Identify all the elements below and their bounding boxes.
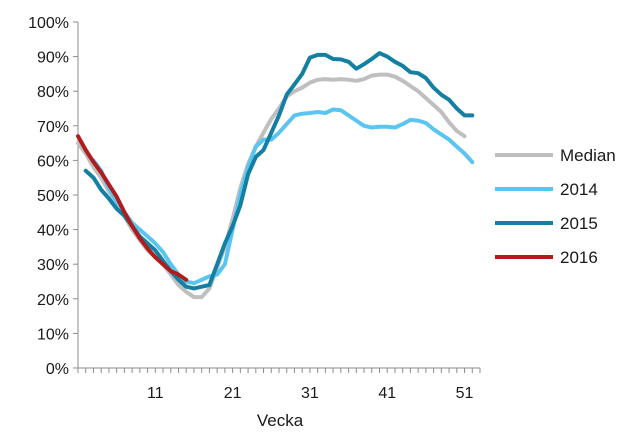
- y-tick-label: 50%: [37, 188, 69, 205]
- x-axis-label: Vecka: [257, 411, 304, 430]
- series-line-2016: [76, 134, 189, 282]
- y-tick-label: 90%: [37, 50, 69, 67]
- chart-legend: Median 2014 2015 2016: [495, 146, 616, 267]
- legend-label-2014: 2014: [560, 180, 598, 199]
- y-tick-label: 60%: [37, 153, 69, 170]
- y-tick-label: 30%: [37, 257, 69, 274]
- x-tick-label: 41: [378, 385, 396, 402]
- series-line-median: [76, 72, 467, 300]
- x-tick-label: 31: [301, 385, 319, 402]
- y-axis-ticks: 0% 10% 20% 30% 40% 50% 60% 70% 80% 90% 100%: [28, 15, 78, 378]
- chart-series-lines: [76, 51, 475, 300]
- legend-label-median: Median: [560, 146, 616, 165]
- y-tick-label: 20%: [37, 292, 69, 309]
- x-tick-label: 51: [456, 385, 474, 402]
- legend-label-2015: 2015: [560, 214, 598, 233]
- y-tick-label: 80%: [37, 84, 69, 101]
- legend-label-2016: 2016: [560, 248, 598, 267]
- y-tick-label: 0%: [46, 361, 69, 378]
- series-line-2015: [83, 51, 475, 291]
- x-tick-label: 21: [224, 385, 242, 402]
- series-line-2014: [91, 107, 475, 286]
- y-tick-label: 70%: [37, 119, 69, 136]
- y-tick-label: 10%: [37, 326, 69, 343]
- x-axis-ticks: 11 21 31 41 51: [77, 368, 481, 402]
- y-tick-label: 40%: [37, 223, 69, 240]
- x-tick-label: 11: [147, 385, 164, 402]
- y-tick-label: 100%: [28, 15, 69, 32]
